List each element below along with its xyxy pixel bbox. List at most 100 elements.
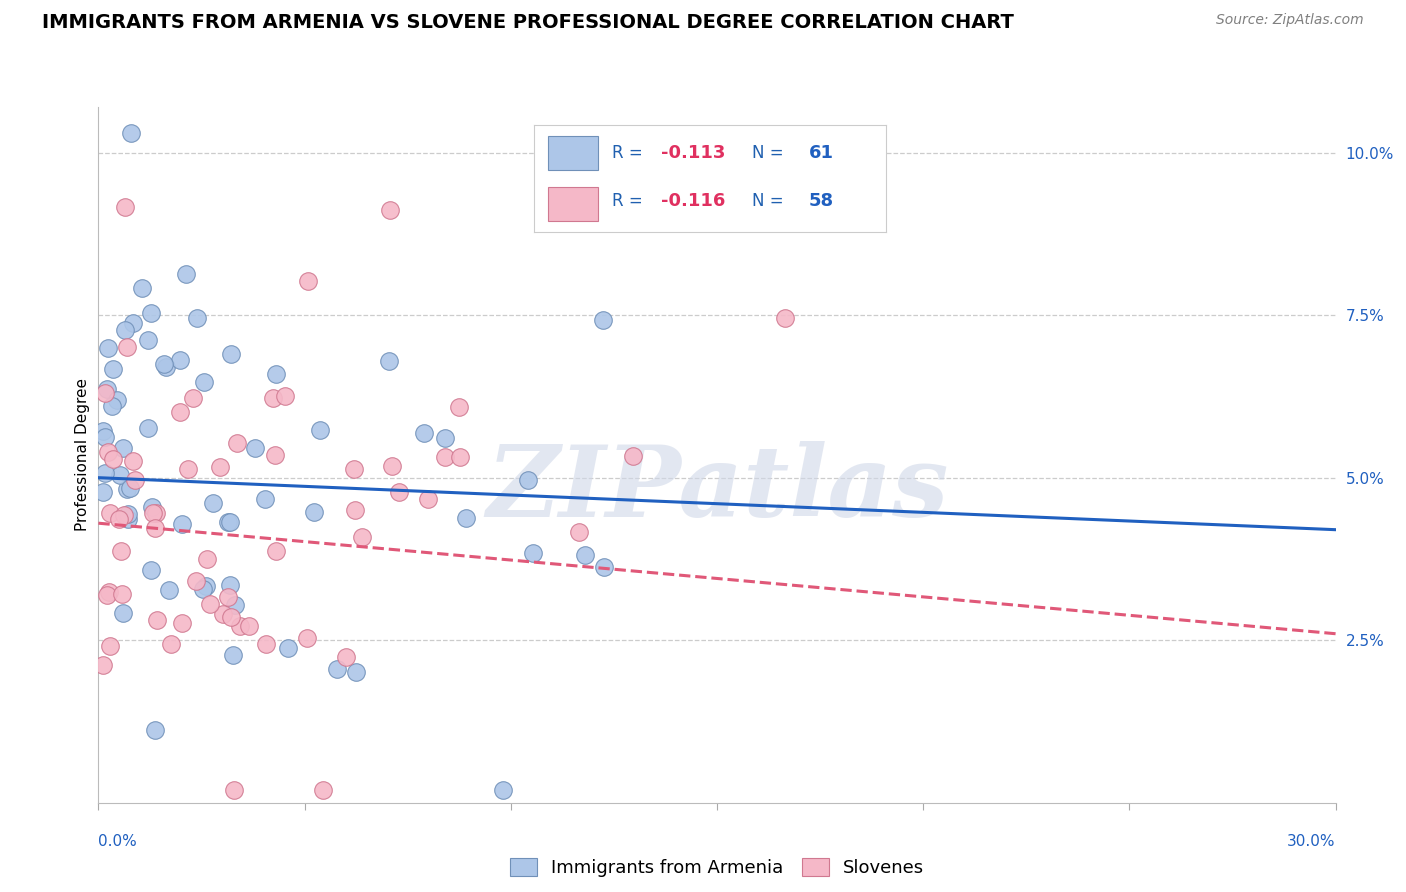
Point <box>224 782 246 797</box>
Point <box>139 562 162 576</box>
Point <box>145 506 167 520</box>
Point <box>253 492 276 507</box>
Point <box>516 473 538 487</box>
Point <box>111 606 134 620</box>
Point <box>245 442 267 456</box>
Legend: Immigrants from Armenia, Slovenes: Immigrants from Armenia, Slovenes <box>502 850 932 884</box>
Point <box>177 462 200 476</box>
Text: Source: ZipAtlas.com: Source: ZipAtlas.com <box>1216 13 1364 28</box>
Point <box>262 391 284 405</box>
Point <box>96 588 118 602</box>
Point <box>335 650 357 665</box>
Point <box>111 441 134 455</box>
Point <box>264 544 287 558</box>
Point <box>184 574 207 588</box>
Point <box>200 598 222 612</box>
Point <box>219 610 242 624</box>
Point <box>159 583 181 598</box>
Point <box>219 578 242 592</box>
Point <box>94 466 117 480</box>
Bar <box>548 187 598 221</box>
Point <box>93 425 115 439</box>
Point <box>155 359 177 374</box>
Point <box>350 530 373 544</box>
Text: R =: R = <box>612 193 648 211</box>
Point <box>229 619 252 633</box>
Point <box>592 313 614 327</box>
Point <box>492 782 515 797</box>
Point <box>388 485 411 500</box>
Text: IMMIGRANTS FROM ARMENIA VS SLOVENE PROFESSIONAL DEGREE CORRELATION CHART: IMMIGRANTS FROM ARMENIA VS SLOVENE PROFE… <box>42 13 1014 32</box>
Point <box>117 482 139 496</box>
Point <box>160 637 183 651</box>
Point <box>194 579 217 593</box>
Point <box>412 426 434 441</box>
Point <box>97 445 120 459</box>
Text: -0.113: -0.113 <box>661 145 725 162</box>
Point <box>621 449 644 463</box>
Text: R =: R = <box>612 145 648 162</box>
Text: 58: 58 <box>808 193 834 211</box>
Text: N =: N = <box>752 145 789 162</box>
Point <box>191 582 214 596</box>
Point <box>136 333 159 347</box>
Point <box>186 311 208 326</box>
Point <box>111 587 134 601</box>
Point <box>208 460 231 475</box>
Point <box>115 340 138 354</box>
Point <box>114 200 136 214</box>
Point <box>176 267 198 281</box>
Point <box>142 507 165 521</box>
Point <box>131 281 153 295</box>
Point <box>143 723 166 737</box>
Point <box>105 393 128 408</box>
Point <box>225 436 247 450</box>
Point <box>264 367 287 381</box>
Point <box>181 392 204 406</box>
Point <box>274 389 297 403</box>
Point <box>98 639 121 653</box>
Point <box>117 512 139 526</box>
Point <box>145 613 167 627</box>
Point <box>378 203 401 218</box>
Point <box>91 484 114 499</box>
Point <box>201 496 224 510</box>
Point <box>297 631 319 645</box>
Point <box>94 385 117 400</box>
Point <box>297 274 319 288</box>
Point <box>120 126 142 140</box>
Point <box>103 361 125 376</box>
Text: 61: 61 <box>808 145 834 162</box>
Point <box>153 357 176 371</box>
Point <box>433 431 456 445</box>
Point <box>222 648 245 662</box>
Text: ZIPatlas: ZIPatlas <box>486 442 948 538</box>
Point <box>342 461 364 475</box>
Point <box>416 491 439 506</box>
Point <box>238 619 260 633</box>
Point <box>193 375 215 389</box>
Text: 0.0%: 0.0% <box>98 834 138 849</box>
Point <box>169 405 191 419</box>
Point <box>312 782 335 797</box>
Text: 30.0%: 30.0% <box>1288 834 1336 849</box>
Point <box>456 510 478 524</box>
Point <box>219 515 242 529</box>
Point <box>568 525 591 540</box>
Point <box>97 341 120 355</box>
Point <box>170 615 193 630</box>
Bar <box>548 136 598 169</box>
Point <box>118 481 141 495</box>
Point <box>593 560 616 574</box>
Point <box>110 544 132 558</box>
Point <box>114 323 136 337</box>
Point <box>136 421 159 435</box>
Point <box>326 662 349 676</box>
Point <box>94 430 117 444</box>
Point <box>124 473 146 487</box>
Point <box>433 450 456 464</box>
Point <box>344 665 367 679</box>
Point <box>169 352 191 367</box>
Point <box>97 585 120 599</box>
Point <box>263 448 285 462</box>
